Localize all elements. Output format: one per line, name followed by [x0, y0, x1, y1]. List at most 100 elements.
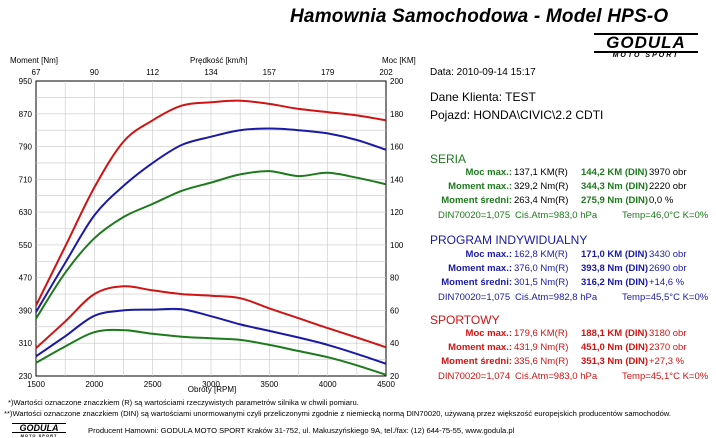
torque-line-sportowy	[35, 285, 387, 349]
row-label: Moc max.:	[465, 167, 512, 178]
logo-subtext: MOTO SPORT	[612, 52, 680, 59]
logo-text: GODULA	[594, 33, 698, 53]
top-tick-label: 202	[379, 68, 393, 77]
table-row: Moc max.: 179,6 KM(R) 188,1 KM (DIN) 318…	[430, 328, 715, 340]
footnote-din: **)Wartości oznaczone znaczkiem (DIN) są…	[4, 409, 671, 418]
y-left-tick-label: 630	[19, 208, 33, 217]
din-row: DIN70020=1,075 Ciś.Atm=982,8 hPa Temp=45…	[430, 292, 715, 304]
row-label: Moc max.:	[465, 249, 512, 260]
x-tick-label: 4500	[377, 380, 395, 389]
y-left-tick-label: 230	[19, 372, 33, 381]
dyno-chart: 1500 2000 2500 3000 3500 4000 4500 230 310 390 470…	[10, 56, 416, 394]
footer-logo: GODULA MOTO SPORT	[12, 423, 72, 438]
y-left-tick-label: 710	[19, 175, 33, 184]
row-value-extra: 3970 obr	[649, 167, 687, 178]
table-row: Moment średni: 301,5 Nm(R) 316,2 Nm (DIN…	[430, 277, 715, 289]
section-title-seria: SERIA	[430, 152, 467, 166]
y-right-axis-label: Moc [KM]	[382, 56, 416, 65]
table-row: Moc max.: 137,1 KM(R) 144,2 KM (DIN) 397…	[430, 167, 715, 179]
chart-series	[35, 99, 387, 376]
row-label: Moment max.:	[448, 263, 512, 274]
section-title-program: PROGRAM INDYWIDUALNY	[430, 233, 588, 247]
top-tick-label: 90	[90, 68, 99, 77]
y-left-tick-label: 950	[19, 77, 33, 86]
page-title: Hamownia Samochodowa - Model HPS-O	[290, 6, 669, 27]
row-value-extra: 2690 obr	[649, 263, 687, 274]
y-left-tick-label: 870	[19, 110, 33, 119]
y-right-tick-label: 20	[390, 372, 399, 381]
power-line-program-indywidualny	[35, 127, 387, 313]
row-value-din: 144,2 KM (DIN)	[581, 167, 648, 178]
din-row: DIN70020=1,075 Ciś.Atm=983,0 hPa Temp=46…	[430, 210, 715, 222]
din-factor: DIN70020=1,074	[438, 371, 511, 382]
footnote-r: *)Wartości oznaczone znaczkiem (R) są wa…	[8, 398, 359, 407]
row-value-extra: +14,6 %	[649, 277, 685, 288]
row-value-din: 188,1 KM (DIN)	[581, 328, 648, 339]
atm-pressure: Ciś.Atm=982,8 hPa	[515, 292, 598, 303]
table-row: Moment średni: 263,4 Nm(R) 275,9 Nm (DIN…	[430, 195, 715, 207]
client-name: Dane Klienta: TEST	[430, 90, 536, 104]
x-tick-label: 2500	[144, 380, 162, 389]
y-right-tick-label: 140	[390, 175, 404, 184]
y-right-tick-label: 200	[390, 77, 404, 86]
row-value-extra: 3180 obr	[649, 328, 687, 339]
chart-ticks: 1500 2000 2500 3000 3500 4000 4500 230 310 390 470…	[19, 68, 404, 389]
y-right-tick-label: 60	[390, 306, 399, 315]
y-left-tick-label: 790	[19, 143, 33, 152]
din-factor: DIN70020=1,075	[438, 292, 511, 303]
x-tick-label: 3000	[202, 380, 220, 389]
row-label: Moment średni:	[441, 195, 512, 206]
table-row: Moment max.: 431,9 Nm(R) 451,0 Nm (DIN) …	[430, 342, 715, 354]
din-factor: DIN70020=1,075	[438, 210, 511, 221]
row-value-din: 171,0 KM (DIN)	[581, 249, 648, 260]
row-value-extra: +27,3 %	[649, 356, 685, 367]
row-label: Moc max.:	[465, 328, 512, 339]
table-row: Moment średni: 335,6 Nm(R) 351,3 Nm (DIN…	[430, 356, 715, 368]
row-value-extra: 2370 obr	[649, 342, 687, 353]
row-value-din: 351,3 Nm (DIN)	[581, 356, 649, 367]
row-value-r: 335,6 Nm(R)	[514, 356, 569, 367]
top-tick-label: 134	[204, 68, 218, 77]
vehicle-name: Pojazd: HONDA\CIVIC\2.2 CDTI	[430, 108, 604, 122]
y-left-tick-label: 470	[19, 274, 33, 283]
row-value-r: 329,2 Nm(R)	[514, 181, 569, 192]
row-value-r: 137,1 KM(R)	[514, 167, 568, 178]
power-line-sportowy	[35, 99, 387, 306]
torque-line-seria	[35, 328, 387, 376]
row-value-r: 376,0 Nm(R)	[514, 263, 569, 274]
temperature: Temp=45,1°C K=0%	[622, 371, 709, 382]
section-title-sportowy: SPORTOWY	[430, 313, 500, 327]
measurement-date: Data: 2010-09-14 15:17	[430, 67, 536, 78]
atm-pressure: Ciś.Atm=983,0 hPa	[515, 210, 598, 221]
y-right-tick-label: 80	[390, 274, 399, 283]
row-value-din: 275,9 Nm (DIN)	[581, 195, 649, 206]
chart-grid	[35, 80, 387, 377]
torque-line-program-indywidualny	[35, 307, 387, 365]
table-row: Moment max.: 376,0 Nm(R) 393,8 Nm (DIN) …	[430, 263, 715, 275]
row-value-r: 431,9 Nm(R)	[514, 342, 569, 353]
top-tick-label: 67	[32, 68, 41, 77]
top-axis-label: Prędkość [km/h]	[190, 56, 247, 65]
x-tick-label: 4000	[319, 380, 337, 389]
y-right-tick-label: 180	[390, 110, 404, 119]
row-value-r: 162,8 KM(R)	[514, 249, 568, 260]
y-right-tick-label: 160	[390, 143, 404, 152]
row-label: Moment średni:	[441, 277, 512, 288]
x-tick-label: 3500	[260, 380, 278, 389]
footer-logo-text: GODULA	[12, 423, 66, 433]
row-label: Moment średni:	[441, 356, 512, 367]
y-left-tick-label: 550	[19, 241, 33, 250]
producer-line: Producent Hamowni: GODULA MOTO SPORT Kra…	[88, 426, 515, 435]
row-value-extra: 3430 obr	[649, 249, 687, 260]
atm-pressure: Ciś.Atm=983,0 hPa	[515, 371, 598, 382]
x-tick-label: 2000	[85, 380, 103, 389]
row-value-r: 263,4 Nm(R)	[514, 195, 569, 206]
temperature: Temp=45,5°C K=0%	[622, 292, 709, 303]
y-left-tick-label: 390	[19, 306, 33, 315]
brand-logo: GODULA MOTO SPORT	[594, 33, 698, 61]
row-label: Moment max.:	[448, 342, 512, 353]
top-tick-label: 179	[321, 68, 335, 77]
row-value-din: 451,0 Nm (DIN)	[581, 342, 649, 353]
top-tick-label: 157	[263, 68, 277, 77]
x-axis-label: Obroty [RPM]	[188, 385, 236, 394]
